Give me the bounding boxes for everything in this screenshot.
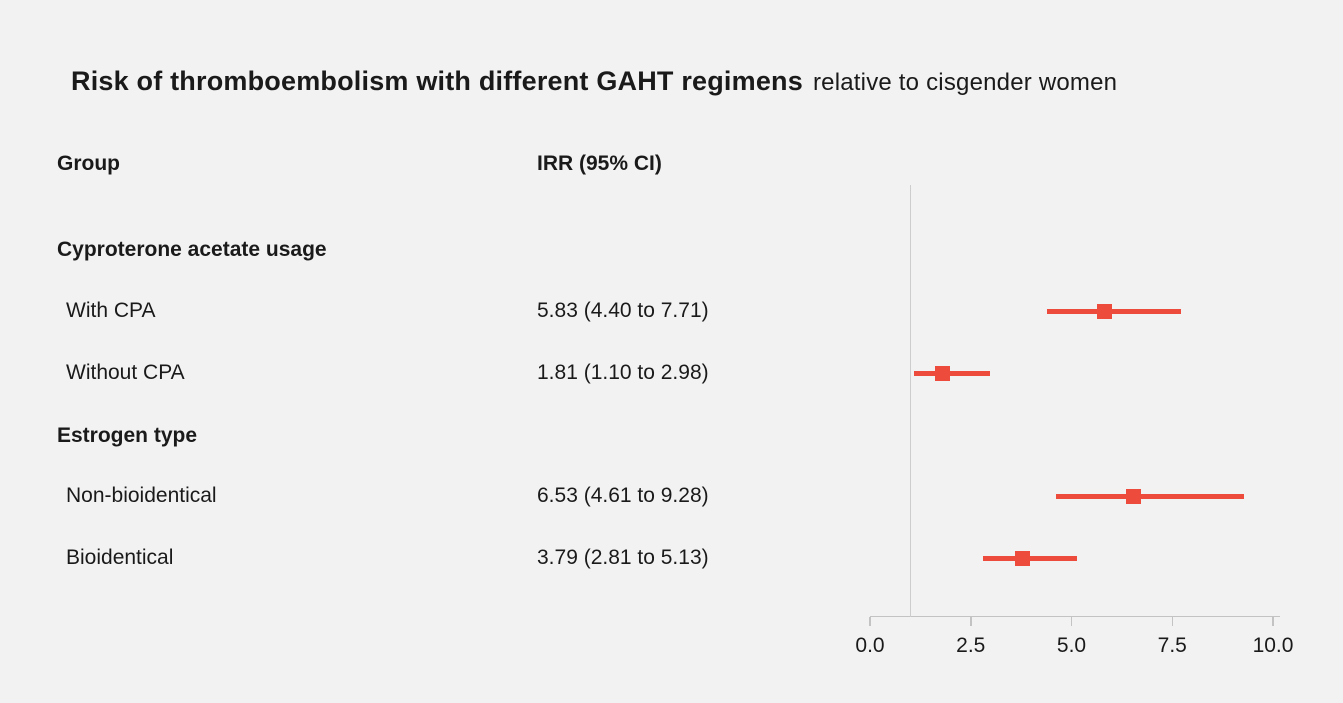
point-estimate-marker [1097, 303, 1113, 319]
point-estimate-marker [1125, 488, 1141, 504]
x-tick [869, 617, 871, 626]
chart-title-suffix: relative to cisgender women [812, 69, 1118, 96]
irr-value-non-bioidentical: 6.53 (4.61 to 9.28) [537, 484, 709, 507]
point-estimate-marker [1015, 550, 1031, 566]
confidence-interval-line [914, 370, 991, 376]
irr-value-with-cpa: 5.83 (4.40 to 7.71) [537, 299, 709, 322]
x-tick [1070, 617, 1073, 626]
irr-value-bioidentical: 3.79 (2.81 to 5.13) [537, 546, 709, 569]
chart-title: Risk of thromboembolism with different G… [71, 66, 1117, 97]
x-tick [1171, 617, 1173, 626]
x-tick-label: 0.0 [855, 634, 885, 657]
row-label-without-cpa: Without CPA [66, 361, 185, 384]
row-label-with-cpa: With CPA [66, 299, 156, 322]
x-tick-label: 2.5 [956, 634, 986, 657]
row-label-non-bioidentical: Non-bioidentical [66, 484, 217, 507]
column-header-group: Group [57, 152, 120, 175]
group-heading-cyproterone: Cyproterone acetate usage [57, 238, 327, 261]
column-header-irr: IRR (95% CI) [537, 152, 662, 175]
x-tick [1272, 617, 1274, 626]
reference-line [909, 185, 912, 617]
x-tick-label: 10.0 [1252, 634, 1294, 657]
x-axis-line [870, 616, 1280, 617]
row-label-bioidentical: Bioidentical [66, 546, 174, 569]
x-tick [970, 617, 972, 626]
chart-title-main: Risk of thromboembolism with different G… [71, 66, 803, 96]
forest-plot-panel: 0.0 2.5 5.0 7.5 10.0 [855, 185, 1293, 656]
confidence-interval-line [1047, 308, 1181, 314]
point-estimate-marker [935, 365, 951, 381]
irr-value-without-cpa: 1.81 (1.10 to 2.98) [537, 361, 709, 384]
x-tick-label: 7.5 [1157, 634, 1187, 657]
x-tick-label: 5.0 [1056, 634, 1087, 657]
group-heading-estrogen-type: Estrogen type [57, 424, 198, 447]
confidence-interval-line [1055, 493, 1244, 499]
